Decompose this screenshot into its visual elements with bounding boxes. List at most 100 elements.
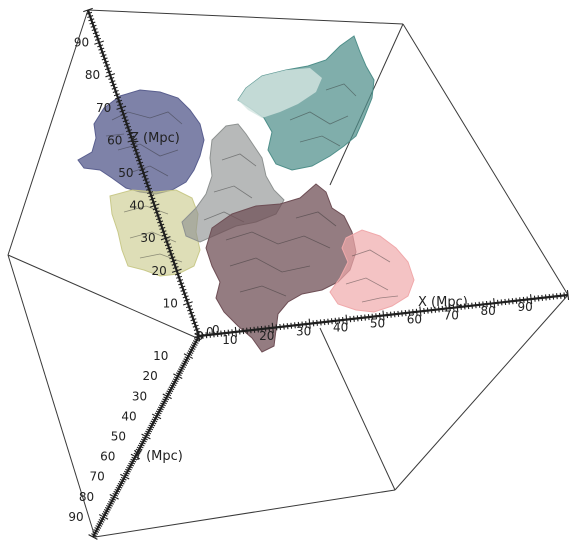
y-axis-tick [131, 456, 138, 461]
x-axis-tick [308, 318, 311, 329]
y-axis-tick [147, 426, 154, 431]
y-axis-tick-label: 30 [132, 389, 147, 403]
z-axis-tick [88, 18, 95, 22]
z-axis-tick [102, 60, 109, 64]
z-axis-tick [134, 155, 141, 159]
y-axis-tick [162, 393, 172, 400]
z-axis-tick [90, 24, 97, 28]
axes: 10 20 30 40 50 60 70 80 90 X (Mpc) 10 20 30 40 50 60 70 8… [68, 7, 570, 540]
y-axis-tick [186, 352, 193, 356]
x-axis-tick [353, 315, 355, 322]
box-edge [7, 254, 96, 538]
y-axis-tick [184, 356, 191, 360]
y-axis-tick [130, 458, 137, 463]
x-axis-tick [367, 314, 370, 321]
y-axis-tick [99, 517, 106, 521]
z-axis-tick [159, 226, 166, 230]
x-axis-tick-label: 70 [444, 308, 459, 322]
y-axis-tick [120, 473, 130, 480]
y-axis-tick [139, 440, 146, 445]
x-axis-tick [519, 297, 521, 304]
y-axis-tick [107, 502, 113, 507]
x-axis-tick-label: 80 [481, 304, 496, 318]
z-axis-tick [133, 151, 140, 155]
x-axis-tick [500, 299, 503, 306]
z-axis-tick [98, 47, 105, 51]
y-axis-tick [104, 506, 111, 511]
z-axis-tick [138, 164, 145, 168]
z-axis-tick [97, 44, 104, 48]
y-axis-tick [115, 486, 122, 491]
x-axis-tick [537, 295, 540, 302]
z-axis-tick [163, 239, 170, 243]
x-axis-tick [415, 308, 418, 315]
origin-label: 0 [212, 323, 220, 337]
y-axis-tick [142, 436, 148, 441]
z-axis-tick [150, 200, 157, 204]
x-axis-tick [231, 329, 234, 336]
z-axis-tick-label: 20 [152, 264, 167, 278]
z-axis-tick [188, 311, 195, 315]
z-axis-tick-label: 40 [129, 199, 144, 213]
y-axis-tick-label: 60 [100, 450, 115, 464]
x-axis-tick [316, 319, 318, 326]
z-axis-tick-label: 70 [96, 101, 111, 115]
x-axis-tick [408, 309, 411, 316]
x-axis-tick-label: 10 [222, 333, 237, 347]
y-axis-tick-label: 40 [121, 409, 136, 423]
z-axis-tick [143, 181, 150, 185]
x-axis-tick [497, 299, 499, 306]
z-axis-tick [122, 119, 129, 123]
z-axis-tick [179, 285, 186, 289]
z-axis-tick [101, 57, 108, 61]
x-axis-tick [467, 303, 470, 310]
z-axis-tick [124, 125, 131, 129]
x-axis-tick [401, 310, 403, 317]
structure-pink-detail [345, 249, 399, 303]
x-axis-tick [437, 306, 440, 313]
y-axis-tick [151, 413, 162, 420]
x-axis-tick [533, 295, 536, 302]
x-axis-tick [286, 323, 289, 330]
x-axis-tick [493, 298, 496, 309]
z-axis-tick [121, 116, 128, 120]
y-axis-tick [155, 410, 162, 415]
x-axis-tick [397, 310, 400, 317]
z-axis-tick [191, 321, 198, 325]
z-axis-tick [166, 246, 173, 250]
structure-teal-detail [289, 83, 357, 147]
y-axis-tick [192, 340, 199, 344]
z-axis-tick [139, 168, 146, 172]
z-axis-tick [109, 80, 116, 84]
z-axis-tick [187, 308, 194, 312]
box-edge [94, 489, 396, 538]
y-axis-tick [141, 433, 151, 440]
z-axis-tick [131, 145, 138, 149]
y-axis-tick [145, 430, 152, 435]
x-axis-tick [378, 312, 381, 319]
z-axis-tick [194, 331, 201, 335]
z-axis-tick [116, 99, 123, 103]
x-axis-tick [305, 321, 307, 328]
x-axis-tick [460, 303, 462, 310]
y-axis-tick [118, 480, 125, 485]
origin-label: 0 [206, 325, 214, 339]
x-axis-title: X (Mpc) [418, 295, 468, 310]
x-axis-tick [559, 292, 562, 299]
z-axis-tick [160, 236, 171, 241]
z-axis-tick [132, 148, 139, 152]
structure-mauve [205, 183, 357, 353]
bounding-box [7, 9, 569, 538]
y-axis-tick-label: 80 [79, 490, 94, 504]
y-axis-tick [181, 362, 188, 367]
x-axis-tick [563, 292, 566, 299]
y-axis-tick [149, 422, 156, 427]
structures [77, 35, 415, 353]
z-axis-tick [103, 63, 110, 67]
z-axis-tick [100, 54, 107, 58]
y-axis-tick [162, 398, 168, 403]
y-axis-tick [157, 406, 164, 411]
x-axis-tick [386, 312, 389, 319]
y-axis-tick [110, 496, 117, 501]
y-axis-tick [148, 424, 155, 429]
